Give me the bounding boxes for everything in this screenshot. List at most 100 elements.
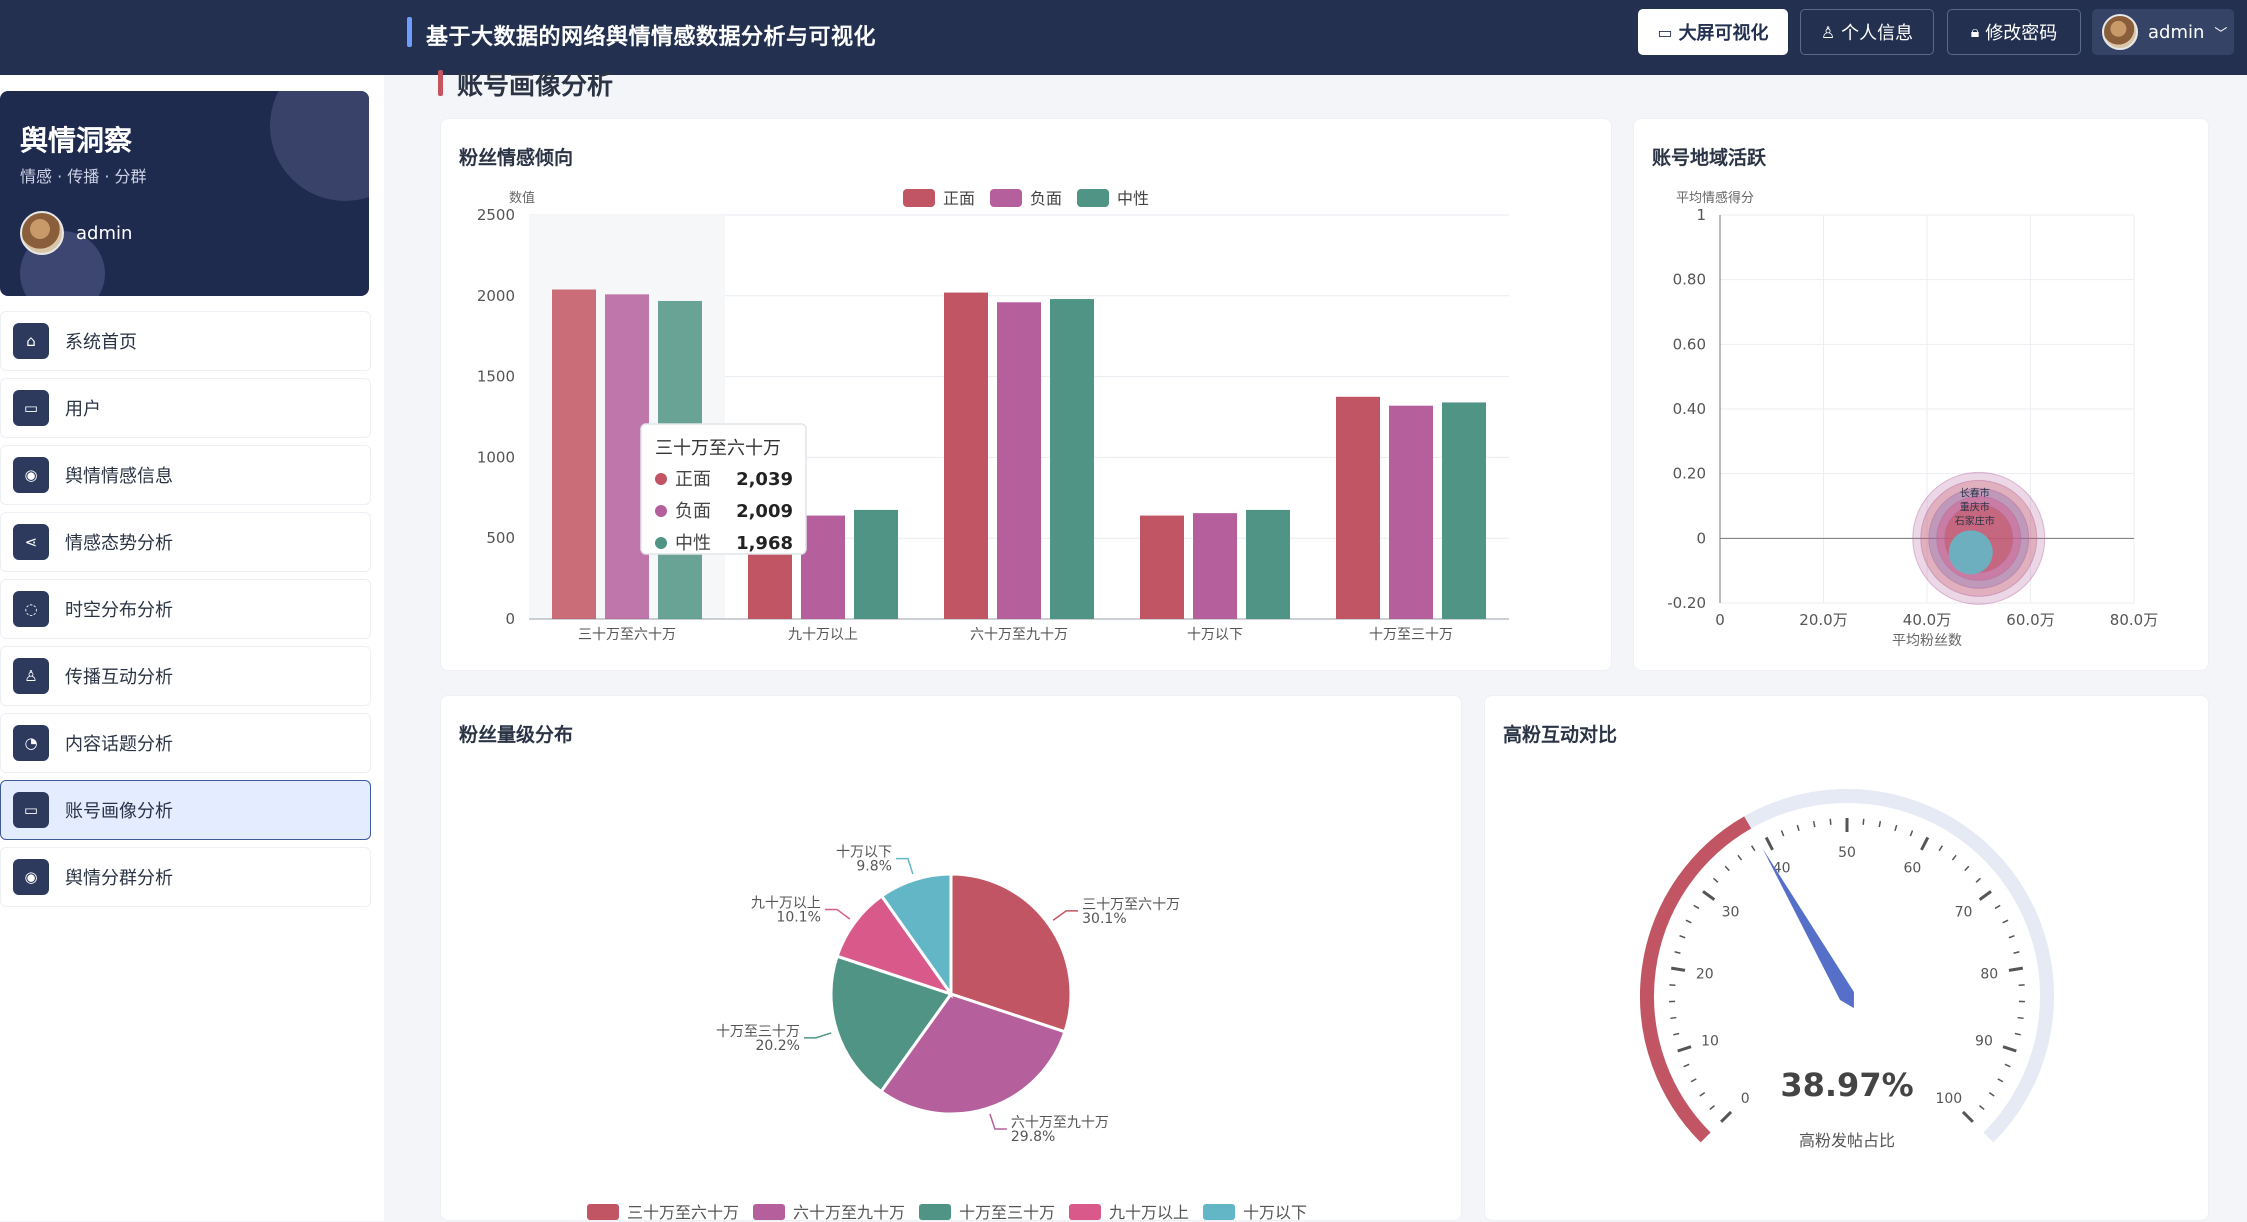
gauge-tick xyxy=(1814,821,1815,827)
legend-label: 正面 xyxy=(943,189,975,208)
sidebar-item-label: 情感态势分析 xyxy=(65,529,173,555)
point-label: 重庆市 xyxy=(1960,500,1990,513)
tooltip-series-name: 中性 xyxy=(675,533,711,554)
gauge-tick xyxy=(1694,905,1699,908)
legend-swatch xyxy=(753,1204,785,1220)
x-tick-label: 40.0万 xyxy=(1903,611,1951,629)
bar-中性 xyxy=(1050,299,1094,619)
y-tick-label: 2000 xyxy=(477,287,515,305)
gauge-tick xyxy=(1675,952,1681,953)
tooltip-marker xyxy=(655,473,667,485)
x-tick-label: 60.0万 xyxy=(2006,611,2054,629)
gauge-tick xyxy=(1939,846,1942,851)
home-icon: ⌂ xyxy=(13,323,49,359)
big-screen-button[interactable]: ▭ 大屏可视化 xyxy=(1638,9,1788,55)
bar-中性 xyxy=(1442,402,1486,619)
tooltip-series-value: 2,009 xyxy=(736,501,793,522)
tooltip-title: 三十万至六十万 xyxy=(655,438,781,459)
y-tick-label: 0 xyxy=(1696,529,1706,547)
point-label: 石家庄市 xyxy=(1955,514,1995,527)
gauge-tick-label: 50 xyxy=(1838,845,1856,861)
profile-button[interactable]: ♙ 个人信息 xyxy=(1800,9,1934,55)
location-pin-icon: ◉ xyxy=(13,457,49,493)
change-password-button[interactable]: 🔒︎ 修改密码 xyxy=(1947,9,2081,55)
slice-percent: 30.1% xyxy=(1082,911,1126,927)
gauge-tick xyxy=(1713,878,1718,882)
gauge-tick-label: 70 xyxy=(1955,904,1973,920)
gauge-pointer xyxy=(1763,848,1854,1008)
gauge-tick xyxy=(1965,866,1969,870)
title-accent xyxy=(407,17,412,47)
gauge-tick xyxy=(1710,1106,1715,1110)
change-password-label: 修改密码 xyxy=(1985,19,2057,45)
y-tick-label: 1500 xyxy=(477,368,515,386)
gauge-tick xyxy=(1989,1093,1994,1096)
gauge-value: 38.97% xyxy=(1780,1066,1913,1104)
y-axis-label: 平均情感得分 xyxy=(1676,190,1754,206)
sidebar-item-label: 传播互动分析 xyxy=(65,663,173,689)
sidebar-item-2[interactable]: ◉舆情情感信息 xyxy=(0,445,371,505)
sidebar-item-1[interactable]: ▭用户 xyxy=(0,378,371,438)
gauge-tick-label: 0 xyxy=(1741,1091,1750,1107)
user-menu[interactable]: admin ﹀ xyxy=(2092,9,2234,55)
slice-percent: 20.2% xyxy=(755,1038,799,1054)
slice-percent: 10.1% xyxy=(776,909,820,925)
y-tick-label: 500 xyxy=(486,529,515,547)
gauge-tick xyxy=(1980,1106,1985,1110)
sidebar: 舆情洞察 情感 · 传播 · 分群 admin ⌂系统首页▭用户◉舆情情感信息⋖… xyxy=(0,75,384,1221)
section-accent xyxy=(438,70,443,96)
gauge-tick xyxy=(1921,837,1927,849)
bar-中性 xyxy=(854,510,898,619)
clock-icon: ◔ xyxy=(13,725,49,761)
gauge-tick xyxy=(2009,936,2015,938)
gauge-tick xyxy=(2018,1018,2024,1019)
gauge-tick xyxy=(1678,1047,1691,1051)
tooltip-series-name: 正面 xyxy=(675,469,711,490)
legend-label: 中性 xyxy=(1117,189,1149,208)
big-screen-label: 大屏可视化 xyxy=(1679,19,1769,45)
sidebar-item-6[interactable]: ◔内容话题分析 xyxy=(0,713,371,773)
gauge-tick xyxy=(1766,837,1772,849)
gauge-tick xyxy=(1725,866,1729,870)
avatar xyxy=(2102,14,2138,50)
legend-label: 十万至三十万 xyxy=(959,1203,1055,1222)
label-line xyxy=(804,1033,831,1038)
tooltip-series-value: 2,039 xyxy=(736,469,793,490)
sidebar-item-3[interactable]: ⋖ 情感态势分析 xyxy=(0,512,371,572)
y-tick-label: 0.20 xyxy=(1673,465,1706,483)
brand-name: 舆情洞察 xyxy=(20,119,132,159)
share-icon: ⋖ xyxy=(13,524,49,560)
y-tick-label: -0.20 xyxy=(1667,594,1706,612)
y-tick-label: 0.80 xyxy=(1673,271,1706,289)
bar-中性 xyxy=(1246,510,1290,619)
gauge-tick xyxy=(1998,1079,2003,1082)
x-tick-label: 80.0万 xyxy=(2110,611,2158,629)
legend-label: 六十万至九十万 xyxy=(793,1203,905,1222)
gauge-tick xyxy=(1963,1112,1973,1122)
sidebar-item-7[interactable]: ▭账号画像分析 xyxy=(0,780,371,840)
sidebar-item-label: 系统首页 xyxy=(65,328,137,354)
sidebar-item-4[interactable]: ◌时空分布分析 xyxy=(0,579,371,639)
legend-swatch xyxy=(1069,1204,1101,1220)
sidebar-item-5[interactable]: ♙传播互动分析 xyxy=(0,646,371,706)
brand-slogan: 情感 · 传播 · 分群 xyxy=(20,163,147,187)
gauge-tick xyxy=(1670,1018,1676,1019)
legend-swatch xyxy=(1077,189,1109,207)
gauge-tick xyxy=(1686,920,1691,923)
gauge-tick xyxy=(1895,825,1897,831)
gauge-tick-label: 10 xyxy=(1701,1033,1719,1049)
gauge-tick-label: 80 xyxy=(1980,966,1998,982)
user-icon: ♙ xyxy=(1821,23,1835,42)
gauge-tick xyxy=(2009,968,2023,970)
gauge-tick xyxy=(1879,821,1880,827)
sidebar-menu: ⌂ 系统首页 ▭用户 ◉舆情情感信息 ⋖ 情感态势分析 ◌时空分布分析 ♙传播互动分析 ◔内容话… xyxy=(0,311,371,914)
message-icon: ◌ xyxy=(13,591,49,627)
sidebar-item-0[interactable]: ⌂ 系统首页 xyxy=(0,311,371,371)
x-tick-label: 十万至三十万 xyxy=(1369,627,1453,643)
gauge-tick xyxy=(1738,855,1742,860)
sidebar-item-8[interactable]: ◉舆情分群分析 xyxy=(0,847,371,907)
gauge-tick xyxy=(1781,830,1783,836)
bar-负面 xyxy=(801,516,845,619)
